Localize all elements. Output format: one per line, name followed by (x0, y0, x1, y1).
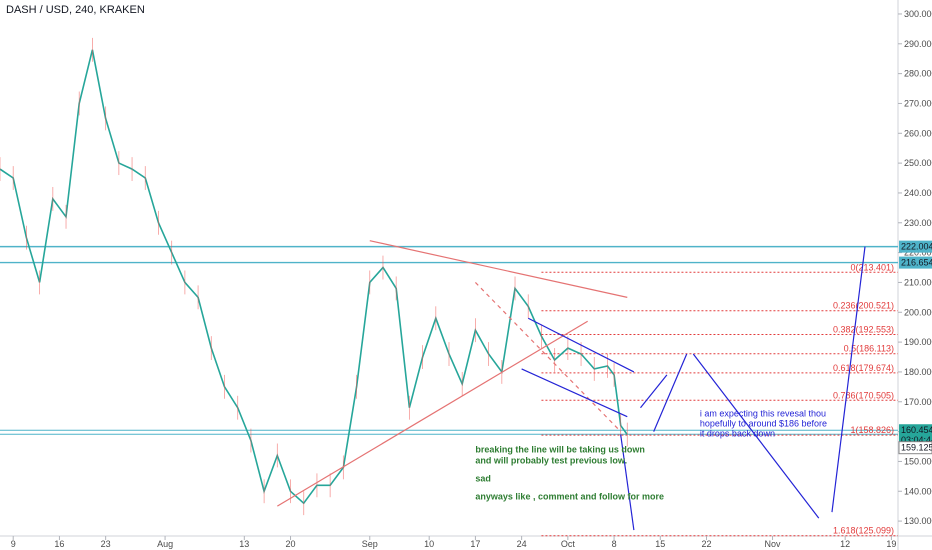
drawings (277, 240, 866, 531)
price-tag-label: 159.125 (901, 443, 932, 453)
price-tag[interactable] (899, 240, 932, 253)
price-tick-label: 250.000 (904, 158, 932, 168)
time-tick-label: 19 (886, 539, 896, 549)
blue-note-line: it drops back down (700, 429, 775, 439)
price-tick-label: 150.000 (904, 456, 932, 466)
price-tag-label: 216.654 (901, 258, 932, 268)
time-tick-label: 12 (840, 539, 850, 549)
dashed-breakdown-line (474, 282, 622, 433)
fib-level-label: 0.382(192.553) (833, 324, 894, 334)
price-line (0, 49, 628, 505)
fib-level-label: 0(213.401) (850, 262, 894, 272)
price-tick-label: 240.000 (904, 188, 932, 198)
time-tick-label: 16 (54, 539, 64, 549)
price-tick-label: 200.000 (904, 307, 932, 317)
time-tick-label: 15 (655, 539, 665, 549)
price-tick-label: 140.000 (904, 486, 932, 496)
channel-top-line (527, 317, 635, 373)
symbol-title: DASH / USD, 240, KRAKEN (6, 4, 145, 16)
price-tag[interactable] (898, 441, 932, 455)
fibonacci-levels: 0(213.401) 0.236(200.521) 0.382(192.553) 0.… (541, 262, 898, 537)
blue-note-line: hopefully to around $186 before (700, 419, 827, 429)
time-axis[interactable]: 9 16 23 Aug 13 20 Sep 10 17 24 Oct 8 15 22 Nov 12 19 (11, 536, 897, 549)
blue-note-line: i am expecting this revesal thou (700, 409, 826, 419)
price-tag-label: 160.454 (901, 425, 932, 435)
green-note-line: sad (475, 473, 491, 483)
price-tick-label: 170.000 (904, 397, 932, 407)
time-tick-label: Aug (157, 539, 173, 549)
time-tick-label: Sep (362, 539, 378, 549)
horizontal-levels (0, 245, 898, 435)
fib-level-label: 0.786(170.505) (833, 390, 894, 400)
projection-down-arrow (620, 434, 635, 531)
time-tick-label: Oct (561, 539, 576, 549)
ascending-trendline (277, 320, 588, 507)
green-note-line: anyways like , comment and follow for mo… (475, 491, 664, 501)
time-tick-label: 23 (101, 539, 111, 549)
price-tag[interactable] (899, 424, 932, 437)
price-tick-label: 230.000 (904, 218, 932, 228)
time-tick-label: 17 (470, 539, 480, 549)
fib-level-label: 0.618(179.674) (833, 363, 894, 373)
price-tag-label: 03:04:44 (901, 435, 932, 445)
fib-level-label: 0.236(200.521) (833, 301, 894, 311)
time-tick-label: 10 (424, 539, 434, 549)
fib-level-label: 0.5(186.113) (844, 344, 894, 354)
price-tick-label: 300.000 (904, 9, 932, 19)
time-tick-label: 20 (286, 539, 296, 549)
price-tick-label: 210.000 (904, 277, 932, 287)
price-tick-label: 130.000 (904, 516, 932, 526)
price-tick-label: 180.000 (904, 367, 932, 377)
channel-bottom-line (521, 368, 628, 418)
price-axis[interactable]: 130.000140.000150.000160.000170.000180.0… (898, 9, 932, 526)
fib-level-label: 1(158.826) (850, 425, 894, 435)
price-tick-label: 260.000 (904, 128, 932, 138)
projection-drop-arrow (692, 353, 820, 519)
green-note-line: and will probably test previous low. (475, 455, 627, 465)
descending-trendline (369, 240, 628, 298)
price-tag-label: 222.004 (901, 242, 932, 252)
time-tick-label: 24 (517, 539, 527, 549)
projection-rally-arrow (831, 246, 866, 513)
price-tick-label: 290.000 (904, 39, 932, 49)
projection-up-arrow-2 (653, 353, 688, 432)
price-tick-label: 280.000 (904, 69, 932, 79)
price-tick-label: 190.000 (904, 337, 932, 347)
time-tick-label: Nov (765, 539, 782, 549)
time-tick-label: 9 (11, 539, 16, 549)
green-note-line: breaking the line will be taking us down (475, 444, 645, 454)
price-tag[interactable] (899, 256, 932, 269)
price-tick-label: 270.000 (904, 98, 932, 108)
time-tick-label: 22 (702, 539, 712, 549)
annotations: breaking the line will be taking us down… (475, 409, 827, 502)
projection-up-arrow-1 (640, 374, 668, 409)
time-tick-label: 8 (612, 539, 617, 549)
time-tick-label: 13 (239, 539, 249, 549)
fib-level-label: 1.618(125.099) (833, 526, 894, 536)
